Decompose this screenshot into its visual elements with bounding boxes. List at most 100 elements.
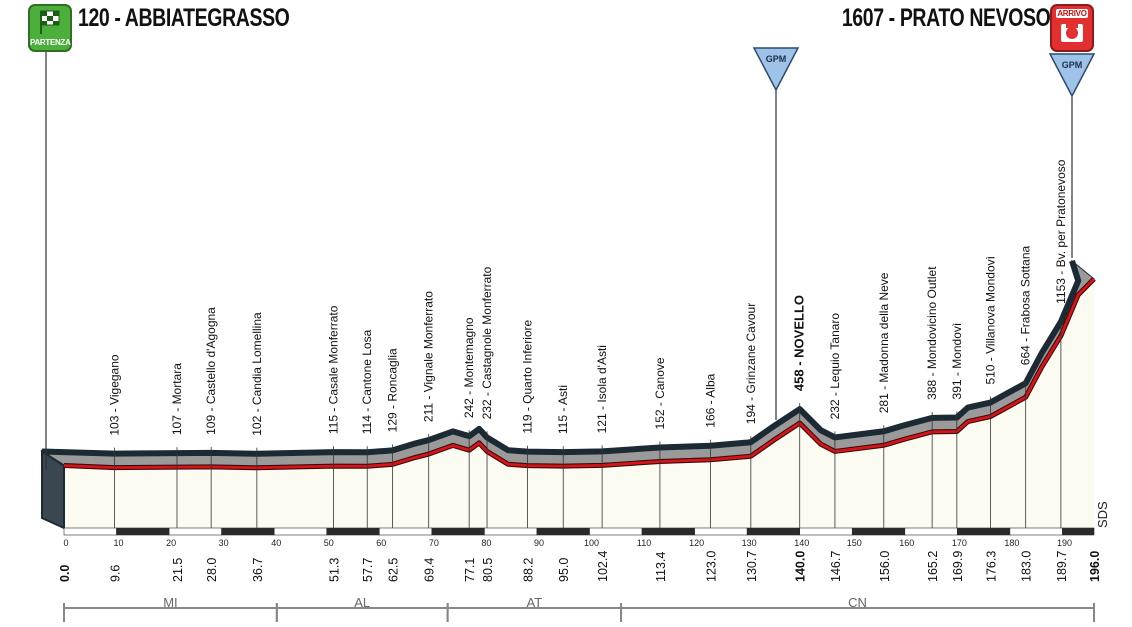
start-flag-icon: PARTENZA bbox=[28, 4, 72, 52]
location-label: 211 - Vignale Monferrato bbox=[422, 291, 436, 422]
km-tick-label: 90 bbox=[534, 538, 544, 548]
km-band-segment bbox=[63, 527, 117, 536]
km-tick-label: 120 bbox=[689, 538, 704, 548]
km-band-segment bbox=[273, 527, 328, 536]
distance-label: 62.5 bbox=[386, 558, 400, 582]
km-band-segment bbox=[1062, 527, 1095, 536]
km-tick-label: 20 bbox=[166, 538, 176, 548]
location-label: 119 - Quarto Inferiore bbox=[521, 319, 535, 433]
location-label: 510 - Villanova Mondovì bbox=[983, 256, 997, 385]
km-tick-label: 30 bbox=[219, 538, 229, 548]
km-tick-label: 60 bbox=[376, 538, 386, 548]
location-label: 232 - Lequio Tanaro bbox=[828, 313, 842, 420]
distance-label: 165.2 bbox=[926, 551, 940, 582]
location-label: 102 - Candia Lomellina bbox=[250, 312, 264, 436]
distance-label: 156.0 bbox=[878, 551, 892, 582]
location-label: 121 - Isola d'Asti bbox=[595, 345, 609, 433]
km-tick-label: 110 bbox=[637, 538, 651, 548]
km-band-segment bbox=[799, 527, 853, 536]
km-band-segment bbox=[379, 527, 433, 536]
location-label: 242 - Montemagno bbox=[462, 317, 476, 418]
distance-label: 102.4 bbox=[596, 551, 610, 582]
km-band-segment bbox=[589, 527, 643, 536]
km-tick-label: 170 bbox=[952, 538, 967, 548]
distance-label: 21.5 bbox=[171, 558, 185, 582]
location-label: 664 - Frabosa Sottana bbox=[1019, 245, 1033, 365]
distance-label: 176.3 bbox=[984, 551, 998, 582]
distance-label: 169.9 bbox=[951, 551, 965, 582]
distance-label: 51.3 bbox=[328, 558, 342, 582]
km-tick-label: 100 bbox=[584, 538, 599, 548]
distance-label: 80.5 bbox=[481, 558, 495, 582]
location-label: 194 - Grinzane Cavour bbox=[744, 303, 758, 424]
distance-label: 36.7 bbox=[251, 558, 265, 582]
km-band-segment bbox=[904, 527, 958, 536]
km-tick-label: 140 bbox=[794, 538, 809, 548]
km-tick-label: 190 bbox=[1057, 538, 1072, 548]
distance-label: 196.0 bbox=[1088, 551, 1102, 582]
gpm-label: GPM bbox=[1062, 60, 1083, 70]
profile-left-edge bbox=[41, 449, 65, 530]
distance-label: 146.7 bbox=[829, 551, 843, 582]
km-band-segment bbox=[851, 527, 906, 536]
km-band-segment bbox=[221, 527, 275, 536]
km-band-segment bbox=[1009, 527, 1063, 536]
location-label: 129 - Roncaglia bbox=[385, 348, 399, 432]
distance-label: 140.0 bbox=[794, 551, 808, 582]
location-label: 391 - Mondovì bbox=[950, 323, 964, 400]
gpm-triangle-icon bbox=[752, 47, 800, 92]
finish-badge-label: ARRIVO bbox=[1056, 9, 1088, 18]
location-label: 281 - Madonna della Neve bbox=[877, 272, 891, 413]
location-label: 458 - NOVELLO bbox=[792, 295, 807, 391]
km-tick-label: 80 bbox=[481, 538, 491, 548]
road-line bbox=[63, 277, 1095, 470]
km-band-segment bbox=[957, 527, 1011, 536]
location-label: 166 - Alba bbox=[703, 373, 717, 427]
distance-label: 183.0 bbox=[1020, 551, 1034, 582]
sds-label: SDS bbox=[1095, 501, 1110, 528]
km-band-segment bbox=[431, 527, 485, 536]
distance-label: 69.4 bbox=[423, 558, 437, 582]
km-band-segment bbox=[641, 527, 695, 536]
km-band-segment bbox=[326, 527, 380, 536]
km-tick-label: 130 bbox=[742, 538, 757, 548]
distance-label: 0.0 bbox=[58, 565, 72, 582]
finish-flag-icon: ARRIVO bbox=[1050, 4, 1094, 52]
distance-label: 123.0 bbox=[704, 551, 718, 582]
location-label: 152 - Canove bbox=[653, 357, 667, 429]
distance-label: 113.4 bbox=[654, 552, 668, 582]
profile-base-panel bbox=[64, 278, 1094, 528]
distance-label: 28.0 bbox=[205, 558, 219, 582]
km-tick-label: 180 bbox=[1004, 538, 1019, 548]
location-label: 109 - Castello d'Agogna bbox=[204, 307, 218, 435]
location-label: 115 - Casale Monferrato bbox=[327, 305, 341, 434]
province-label: MI bbox=[163, 595, 177, 610]
km-band-segment bbox=[484, 527, 538, 536]
gpm-triangle-icon bbox=[1048, 53, 1096, 98]
gpm-label: GPM bbox=[766, 54, 787, 64]
location-label: 232 - Castagnole Monferrato bbox=[480, 266, 494, 419]
province-label: CN bbox=[848, 595, 867, 610]
province-label: AL bbox=[354, 595, 370, 610]
km-band-segment bbox=[168, 527, 222, 536]
km-band-segment bbox=[536, 527, 590, 536]
km-tick-label: 50 bbox=[324, 538, 334, 548]
distance-label: 189.7 bbox=[1055, 551, 1069, 582]
km-band-segment bbox=[746, 527, 801, 536]
km-tick-label: 10 bbox=[114, 538, 124, 548]
km-tick-label: 70 bbox=[429, 538, 439, 548]
location-label: 1153 - Bv. per Pratonevoso bbox=[1054, 159, 1068, 304]
location-label: 103 - Vigegano bbox=[107, 354, 121, 436]
distance-label: 9.6 bbox=[108, 565, 122, 582]
profile-ridge-line bbox=[41, 259, 1082, 457]
start-location-title: 120 - ABBIATEGRASSO bbox=[78, 4, 290, 32]
location-label: 115 - Asti bbox=[556, 385, 570, 434]
distance-label: 130.7 bbox=[745, 551, 759, 582]
location-label: 107 - Mortara bbox=[170, 363, 184, 435]
location-label: 114 - Cantone Losa bbox=[360, 329, 374, 434]
km-band-segment bbox=[694, 527, 748, 536]
km-tick-label: 0 bbox=[63, 538, 68, 548]
km-tick-label: 40 bbox=[271, 538, 281, 548]
km-tick-label: 160 bbox=[899, 538, 914, 548]
